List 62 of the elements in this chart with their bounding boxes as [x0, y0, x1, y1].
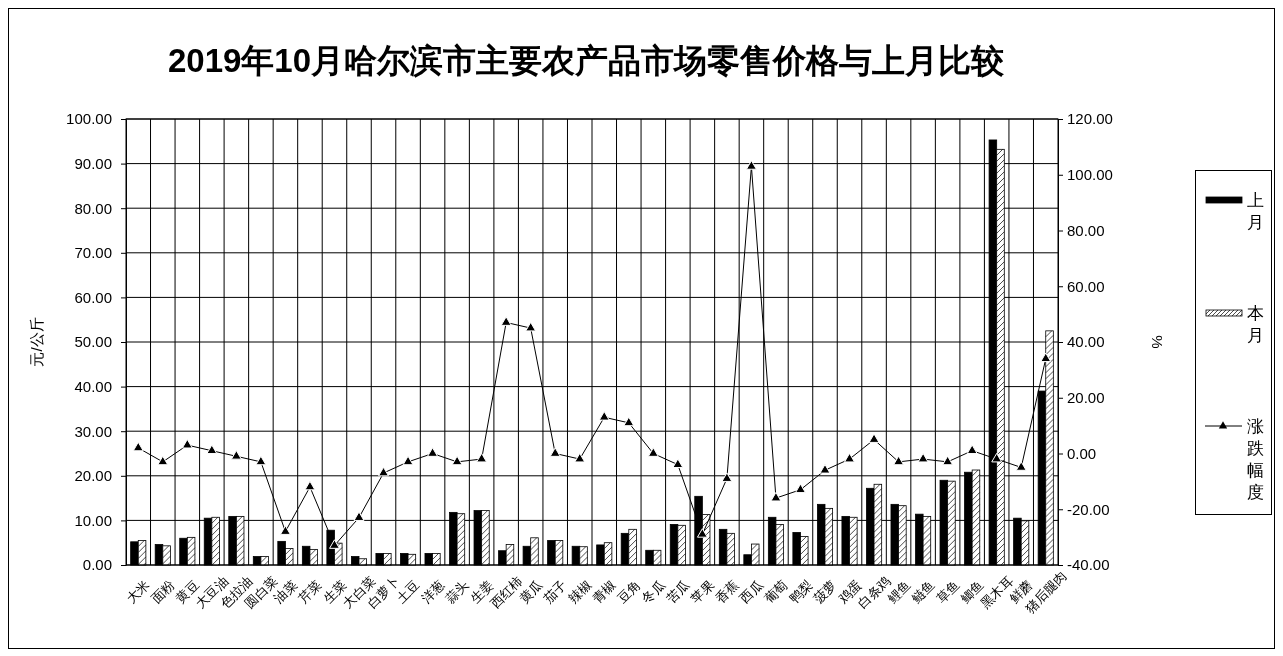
y-tick-label: 80.00 [74, 199, 112, 217]
point [868, 433, 880, 443]
point [721, 472, 733, 482]
point [623, 416, 635, 427]
y2-tick-label: 80.00 [1067, 221, 1105, 239]
y-tick-label: 40.00 [74, 377, 112, 395]
y-axis-title: 元/公斤 [28, 317, 45, 367]
y2-tick-label: 20.00 [1067, 389, 1105, 407]
point [255, 455, 267, 466]
y2-tick-label: 120.00 [1067, 110, 1113, 128]
point [795, 483, 806, 494]
y2-tick-label: -40.00 [1067, 556, 1110, 574]
point [574, 452, 586, 463]
point [819, 464, 831, 474]
point [378, 466, 389, 477]
y-tick-label: 90.00 [74, 154, 112, 172]
y2-axis-title: % [1149, 335, 1166, 349]
y2-tick-label: 40.00 [1067, 333, 1105, 351]
point [991, 452, 1003, 463]
point [230, 450, 242, 460]
y-tick-label: 50.00 [74, 333, 112, 351]
point [427, 447, 438, 457]
point [966, 444, 978, 455]
point [844, 452, 855, 463]
point [1040, 352, 1052, 363]
point [942, 455, 954, 466]
y2-tick-label: -20.00 [1067, 500, 1110, 518]
legend-label: 上月 [1247, 191, 1264, 232]
y-tick-label: 70.00 [74, 244, 112, 262]
point [770, 491, 782, 502]
point [181, 438, 193, 449]
y2-tick-label: 100.00 [1067, 166, 1113, 184]
y-tick-label: 60.00 [74, 288, 112, 306]
point [157, 455, 169, 466]
point [500, 316, 512, 326]
point [402, 455, 414, 466]
point [549, 447, 561, 457]
y-tick-label: 0.00 [82, 556, 112, 574]
point [525, 321, 537, 332]
point [329, 539, 340, 549]
legend-label: 涨跌幅度 [1247, 417, 1264, 502]
point [746, 160, 757, 170]
point [893, 455, 904, 466]
y-tick-label: 20.00 [74, 467, 112, 485]
y2-tick-label: 0.00 [1067, 444, 1097, 462]
y2-tick-label: 60.00 [1067, 277, 1105, 295]
chart-title: 2019年10月哈尔滨市主要农产品市场零售价格与上月比较 [167, 42, 1006, 79]
point [353, 511, 365, 521]
point [132, 441, 144, 452]
point [476, 452, 488, 463]
point [917, 452, 929, 463]
y-tick-label: 10.00 [74, 511, 112, 529]
point [280, 525, 291, 535]
point [647, 447, 659, 457]
point [1015, 461, 1027, 471]
legend-label: 本月 [1247, 304, 1264, 345]
point [598, 411, 610, 421]
point [304, 480, 316, 491]
y-tick-label: 100.00 [66, 110, 112, 128]
point [451, 455, 463, 466]
y-tick-label: 30.00 [74, 422, 112, 440]
point [696, 528, 708, 538]
